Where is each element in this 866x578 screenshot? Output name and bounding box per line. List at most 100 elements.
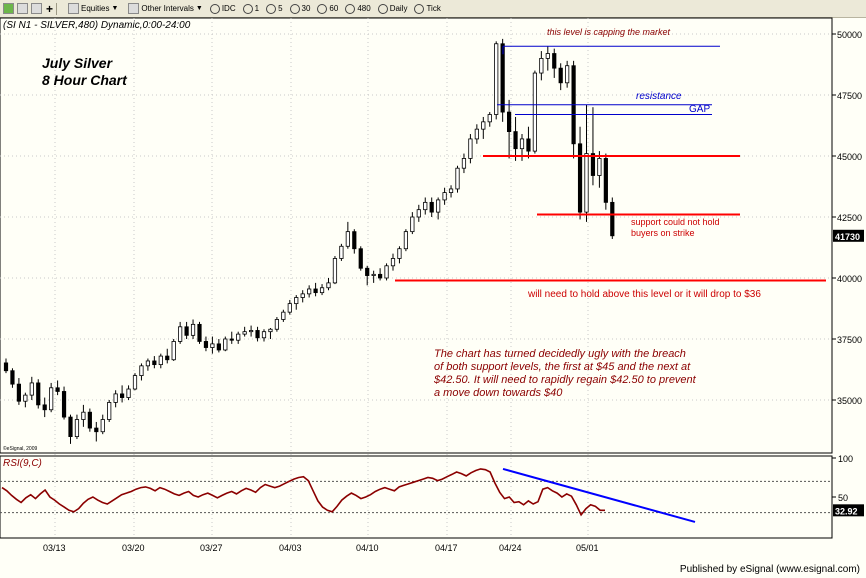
candle-body bbox=[261, 331, 267, 339]
date-tick-label: 03/27 bbox=[200, 543, 223, 553]
chevron-down-icon: ▼ bbox=[195, 5, 203, 12]
interval-480-button[interactable]: 480 bbox=[343, 3, 372, 14]
candle-body bbox=[94, 427, 99, 433]
radio-icon bbox=[377, 3, 388, 14]
radio-icon bbox=[289, 3, 300, 14]
price-tick-label: 50000 bbox=[837, 30, 862, 40]
candle-body bbox=[371, 273, 376, 276]
candle-body bbox=[210, 343, 215, 348]
rsi-group: 50 100 32.92 bbox=[0, 454, 864, 523]
candle-body bbox=[126, 388, 131, 398]
candle-body bbox=[403, 231, 409, 250]
candle-body bbox=[68, 416, 73, 437]
interval-idc-button[interactable]: IDC bbox=[208, 3, 238, 14]
candle-body bbox=[294, 297, 299, 305]
levels-group bbox=[395, 45, 826, 282]
date-tick-label: 05/01 bbox=[576, 543, 599, 553]
rsi-panel bbox=[0, 455, 833, 539]
interval-5-label: 5 bbox=[278, 4, 283, 13]
price-tick-label: 45000 bbox=[837, 152, 862, 162]
candle-body bbox=[442, 192, 447, 201]
toolbar: + Equities ▼ Other Intervals ▼ IDC 1 5 30 … bbox=[0, 0, 866, 18]
candles-group bbox=[3, 38, 615, 444]
interval-tick-button[interactable]: Tick bbox=[412, 3, 442, 14]
chart-subtitle: 8 Hour Chart bbox=[42, 72, 128, 88]
candle-body bbox=[87, 411, 92, 429]
candle-body bbox=[552, 53, 557, 69]
radio-icon bbox=[317, 3, 328, 14]
last-price-label: 41730 bbox=[835, 232, 860, 242]
candle-body bbox=[513, 131, 518, 150]
candle-body bbox=[506, 111, 512, 133]
chevron-down-icon: ▼ bbox=[111, 5, 119, 12]
grid-icon[interactable] bbox=[31, 3, 42, 14]
price-tick-label: 40000 bbox=[837, 274, 862, 284]
symbol-header: (SI N1 - SILVER,480) Dynamic,0:00-24:00 bbox=[3, 20, 191, 31]
candle-body bbox=[216, 343, 221, 351]
candle-body bbox=[377, 273, 383, 279]
candle-body bbox=[281, 311, 286, 320]
candle-body bbox=[274, 319, 280, 330]
candle-body bbox=[120, 393, 125, 398]
date-tick-label: 03/20 bbox=[122, 543, 145, 553]
candle-body bbox=[307, 288, 312, 295]
candle-body bbox=[107, 402, 112, 420]
candle-body bbox=[332, 258, 338, 284]
candle-body bbox=[468, 138, 473, 159]
date-axis: 03/13 03/20 03/27 04/03 04/10 04/17 04/24 05/01 bbox=[43, 543, 599, 553]
candle-body bbox=[590, 153, 596, 176]
other-intervals-dropdown[interactable]: Other Intervals ▼ bbox=[123, 3, 204, 14]
interval-30-button[interactable]: 30 bbox=[288, 3, 313, 14]
date-tick-label: 04/03 bbox=[279, 543, 302, 553]
interval-1-button[interactable]: 1 bbox=[241, 3, 261, 14]
green-square-icon[interactable] bbox=[3, 3, 14, 14]
candle-body bbox=[16, 383, 22, 402]
publisher-label: Published by eSignal (www.esignal.com) bbox=[679, 564, 860, 575]
rsi-last-label: 32.92 bbox=[835, 506, 858, 516]
candle-body bbox=[390, 258, 396, 267]
candle-body bbox=[29, 382, 34, 396]
comment-line-4: a move down towards $40 bbox=[434, 387, 563, 399]
candle-body bbox=[152, 360, 157, 366]
candle-body bbox=[139, 365, 144, 376]
candle-body bbox=[74, 419, 80, 437]
candle-body bbox=[358, 248, 363, 269]
candle-body bbox=[158, 355, 163, 366]
interval-60-button[interactable]: 60 bbox=[315, 3, 340, 14]
candle-body bbox=[487, 114, 492, 123]
layout-icon[interactable] bbox=[17, 3, 28, 14]
rsi-tick-label: 50 bbox=[838, 493, 848, 503]
radio-icon bbox=[266, 3, 277, 14]
last-price-box bbox=[833, 229, 864, 242]
interval-60-label: 60 bbox=[329, 4, 339, 13]
equities-dropdown[interactable]: Equities ▼ bbox=[63, 3, 120, 14]
candle-body bbox=[242, 331, 247, 335]
candle-body bbox=[10, 370, 15, 385]
candle-body bbox=[365, 267, 370, 276]
candle-body bbox=[494, 43, 499, 115]
radio-icon bbox=[242, 3, 253, 14]
candle-body bbox=[429, 201, 434, 213]
candle-body bbox=[500, 43, 505, 113]
candle-body bbox=[319, 287, 325, 294]
interval-tick-label: Tick bbox=[426, 4, 441, 13]
annotation-capping: this level is capping the market bbox=[547, 27, 671, 37]
candle-body bbox=[23, 394, 28, 402]
candle-body bbox=[455, 167, 460, 190]
candle-body bbox=[448, 188, 454, 194]
rsi-trendline bbox=[502, 467, 696, 523]
candle-body bbox=[539, 58, 544, 74]
watermark: ©eSignal, 2009 bbox=[3, 445, 37, 452]
interval-480-label: 480 bbox=[357, 4, 371, 13]
annotation-gap: GAP bbox=[689, 104, 710, 115]
interval-5-button[interactable]: 5 bbox=[264, 3, 284, 14]
price-panel bbox=[0, 17, 833, 454]
candle-body bbox=[55, 387, 60, 392]
add-icon[interactable]: + bbox=[46, 1, 54, 16]
gridlines bbox=[0, 18, 832, 538]
interval-1-label: 1 bbox=[254, 4, 260, 13]
candle-body bbox=[132, 375, 138, 390]
equities-label: Equities bbox=[81, 4, 110, 13]
candle-body bbox=[384, 265, 389, 279]
interval-daily-button[interactable]: Daily bbox=[376, 3, 410, 14]
